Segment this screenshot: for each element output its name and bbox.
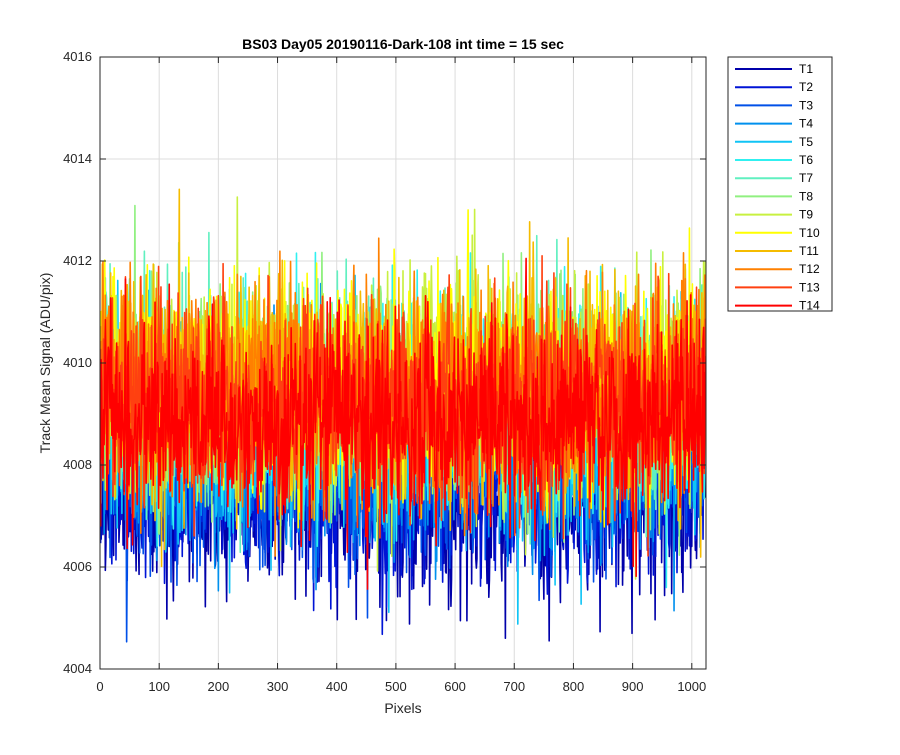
x-tick-label: 0 <box>96 679 103 694</box>
legend-label: T11 <box>799 244 819 258</box>
y-tick-label: 4016 <box>63 49 92 64</box>
legend-label: T7 <box>799 171 813 185</box>
legend-entry: T2 <box>735 80 813 94</box>
legend-label: T6 <box>799 153 813 167</box>
series-group <box>100 188 706 643</box>
legend-label: T3 <box>799 98 813 112</box>
legend-label: T8 <box>799 189 813 203</box>
legend-label: T1 <box>799 62 813 76</box>
legend-label: T10 <box>799 226 820 240</box>
x-tick-label: 100 <box>148 679 170 694</box>
x-tick-label: 300 <box>267 679 289 694</box>
series-line-t14 <box>100 257 706 590</box>
legend-entry: T5 <box>735 135 813 149</box>
axis-ticks: 0 100 200 300 400 500 600 700 800 900 1000 4004 4006… <box>63 49 706 694</box>
y-tick-label: 4014 <box>63 151 92 166</box>
legend-label: T9 <box>799 208 813 222</box>
x-tick-label: 600 <box>444 679 466 694</box>
legend-entry: T14 <box>735 299 820 313</box>
legend-label: T2 <box>799 80 813 94</box>
legend-label: T13 <box>799 280 820 294</box>
legend-label: T14 <box>799 299 820 313</box>
x-tick-label: 400 <box>326 679 348 694</box>
legend: T1 T2 T3 T4 T5 T6 T7 T8 T9 T10 T11 T12 T13 T14 <box>727 56 833 313</box>
y-tick-label: 4004 <box>63 661 92 676</box>
y-tick-label: 4010 <box>63 355 92 370</box>
legend-entry: T12 <box>735 262 820 276</box>
x-tick-label: 500 <box>385 679 407 694</box>
legend-label: T5 <box>799 135 813 149</box>
legend-entry: T8 <box>735 189 813 203</box>
x-tick-label: 800 <box>563 679 585 694</box>
y-tick-label: 4012 <box>63 253 92 268</box>
x-tick-label: 200 <box>208 679 230 694</box>
legend-entry: T10 <box>735 226 820 240</box>
x-tick-label: 700 <box>503 679 525 694</box>
legend-entry: T3 <box>735 98 813 112</box>
x-tick-label: 900 <box>622 679 644 694</box>
x-tick-label: 1000 <box>677 679 706 694</box>
legend-entry: T11 <box>735 244 819 258</box>
legend-entry: T7 <box>735 171 813 185</box>
y-axis-label: Track Mean Signal (ADU/pix) <box>37 273 53 454</box>
legend-entry: T13 <box>735 280 820 294</box>
legend-entry: T9 <box>735 208 813 222</box>
legend-entry: T4 <box>735 117 813 131</box>
chart-title: BS03 Day05 20190116-Dark-108 int time = … <box>242 36 564 52</box>
y-tick-label: 4006 <box>63 559 92 574</box>
x-axis-label: Pixels <box>384 700 421 716</box>
legend-entry: T1 <box>735 62 813 76</box>
legend-label: T12 <box>799 262 820 276</box>
legend-entry: T6 <box>735 153 813 167</box>
legend-label: T4 <box>799 117 813 131</box>
y-tick-label: 4008 <box>63 457 92 472</box>
